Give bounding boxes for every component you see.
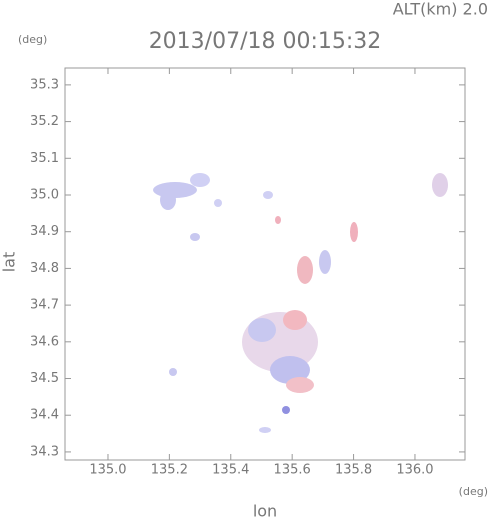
x-tick-label: 135.0 <box>89 463 126 478</box>
chart-title: 2013/07/18 00:15:32 <box>149 29 382 54</box>
echo-blobs <box>153 173 448 433</box>
y-axis-label: lat <box>0 252 19 273</box>
x-tick-label: 135.8 <box>335 463 372 478</box>
altitude-label: ALT(km) 2.0 <box>393 0 488 19</box>
x-axis-label: lon <box>253 502 277 521</box>
y-tick-label: 34.7 <box>30 298 59 313</box>
y-tick-label: 34.5 <box>30 371 59 386</box>
x-unit: (deg) <box>459 485 488 498</box>
y-unit: (deg) <box>18 33 47 46</box>
x-tick-label: 135.4 <box>212 463 249 478</box>
y-tick-label: 35.2 <box>30 114 59 129</box>
plot-frame <box>64 67 466 461</box>
y-tick-label: 34.4 <box>30 408 59 423</box>
x-tick-label: 136.0 <box>396 463 433 478</box>
y-tick-label: 35.0 <box>30 187 59 202</box>
y-tick-label: 35.3 <box>30 77 59 92</box>
x-tick-label: 135.6 <box>274 463 311 478</box>
x-tick-label: 135.2 <box>151 463 188 478</box>
y-tick-label: 34.3 <box>30 444 59 459</box>
y-tick-label: 34.6 <box>30 334 59 349</box>
y-tick-label: 34.8 <box>30 261 59 276</box>
y-tick-label: 34.9 <box>30 224 59 239</box>
y-tick-label: 35.1 <box>30 151 59 166</box>
